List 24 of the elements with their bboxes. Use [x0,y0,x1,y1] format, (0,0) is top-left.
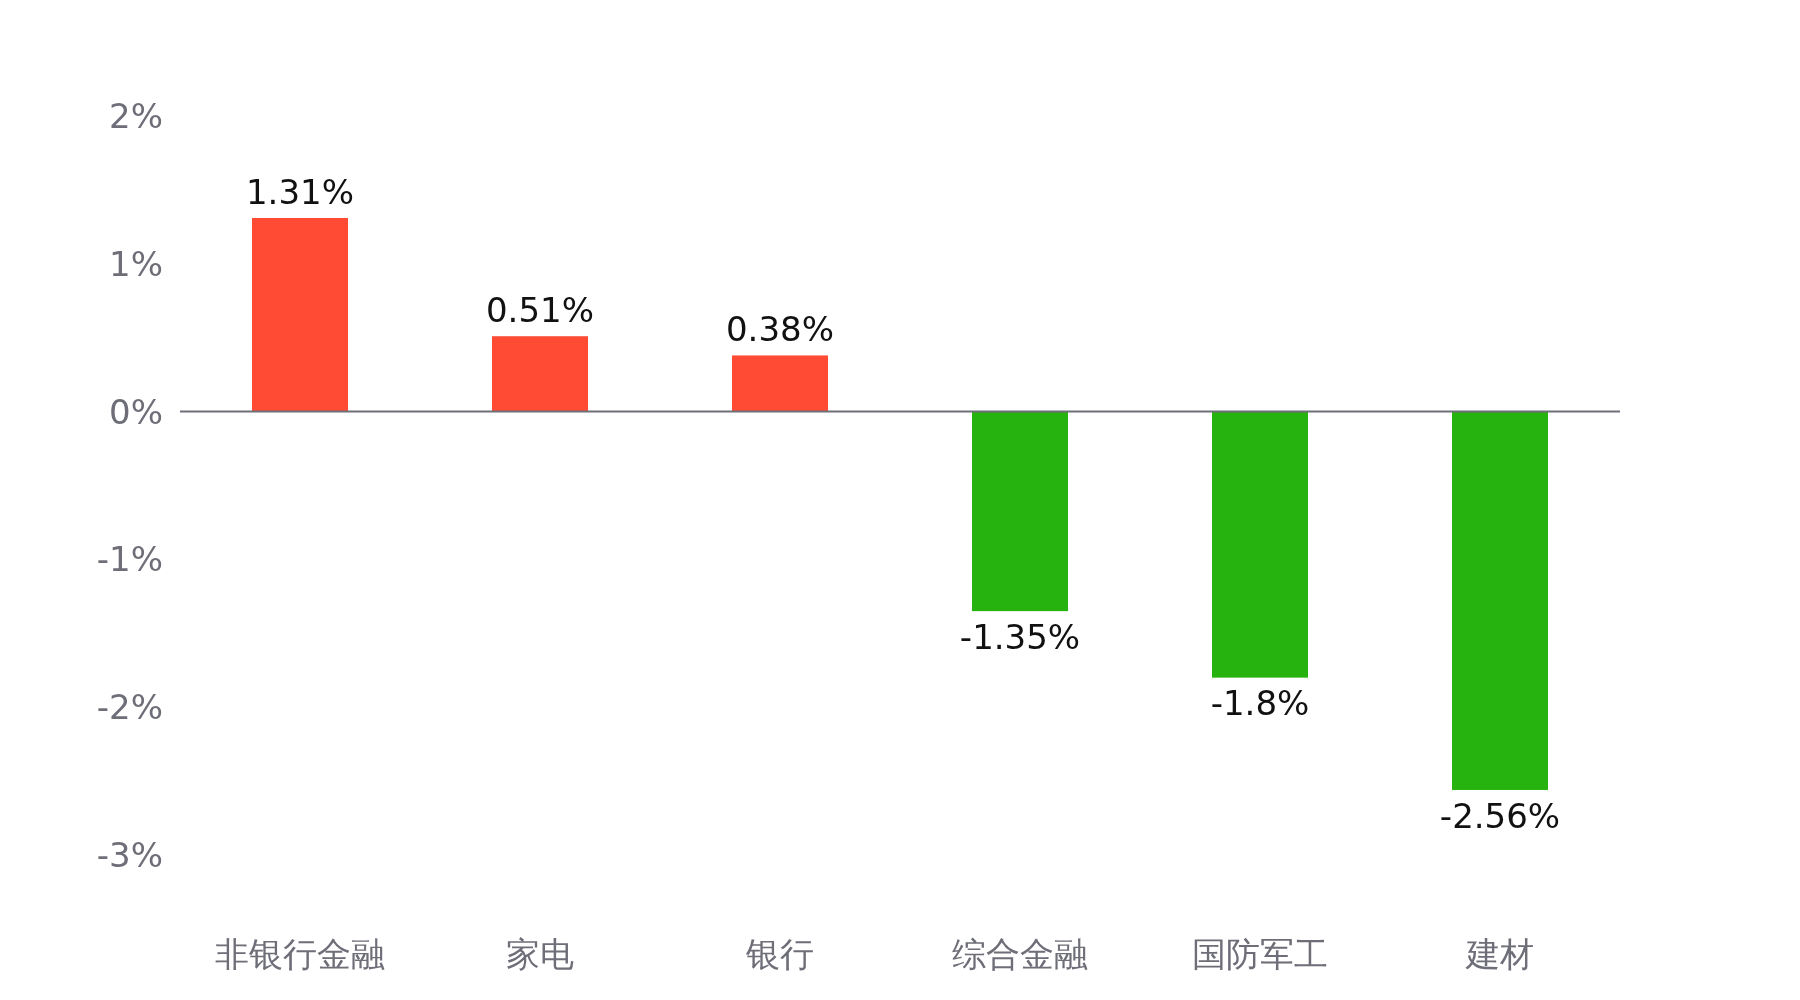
data-label: -2.56% [1439,795,1561,836]
data-label: -1.8% [1210,683,1310,724]
bar [972,411,1068,612]
y-tick-label: 1% [109,243,163,284]
y-tick-label: -2% [96,687,163,728]
x-tick-label: 综合金融 [952,934,1088,974]
x-tick-label: 国防军工 [1192,934,1328,974]
y-tick-label: -1% [96,539,163,580]
data-label: 1.31% [245,171,355,212]
y-tick-label: 2% [109,96,163,136]
bar [1452,411,1548,790]
x-tick-label: 银行 [745,934,814,974]
y-tick-label: -3% [96,835,163,875]
x-tick-label: 家电 [506,934,574,974]
data-label: 0.51% [485,290,595,331]
data-label: -1.35% [959,616,1081,657]
bar [732,355,828,412]
bar [492,336,588,412]
bar [1212,411,1308,678]
bar [252,217,348,412]
y-tick-label: 0% [109,391,163,432]
data-label: 0.38% [725,309,835,350]
x-tick-label: 建材 [1465,934,1534,974]
x-tick-label: 非银行金融 [215,934,385,974]
